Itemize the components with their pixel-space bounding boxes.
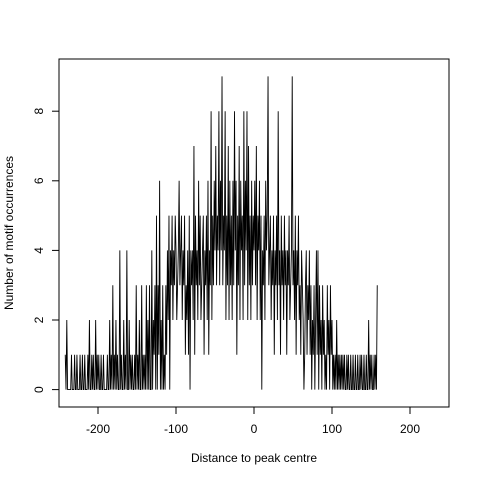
x-tick-label: 0: [251, 422, 258, 436]
y-tick-label: 8: [32, 108, 46, 115]
y-tick-label: 4: [32, 247, 46, 254]
y-tick-label: 2: [32, 316, 46, 323]
x-axis-label: Distance to peak centre: [191, 451, 317, 465]
x-tick-label: 100: [322, 422, 342, 436]
series-line: [64, 76, 378, 391]
x-axis: -200 -100 0 100 200: [86, 406, 420, 436]
x-tick-label: -200: [86, 422, 110, 436]
y-axis: 0 2 4 6 8: [32, 108, 60, 393]
y-tick-label: 6: [32, 177, 46, 184]
y-tick-label: 0: [32, 386, 46, 393]
y-axis-label: Number of motif occurrences: [2, 156, 16, 310]
x-tick-label: -100: [164, 422, 188, 436]
x-tick-label: 200: [400, 422, 420, 436]
